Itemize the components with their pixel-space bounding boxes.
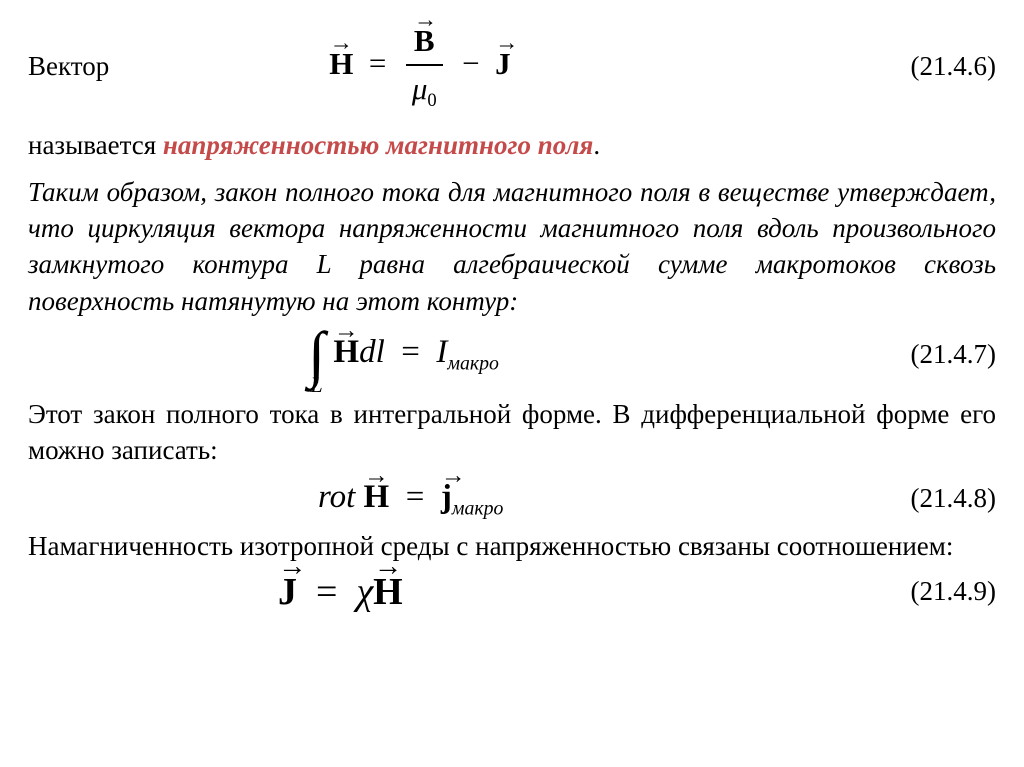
- term-magnetic-field-intensity: напряженностью магнитного поля: [163, 130, 593, 160]
- formula-h-def: →H = →B μ0 − →J: [329, 20, 510, 113]
- eqnum-3: (21.4.8): [911, 480, 996, 516]
- formula-j-chi-h: →J = χ→H: [278, 567, 403, 618]
- para-magnetization: Намагниченность изотропной среды с напря…: [28, 528, 996, 564]
- formula-circulation: ∫L →Hdl = Iмакро: [308, 323, 499, 386]
- line-named: называется напряженностью магнитного пол…: [28, 127, 996, 163]
- equation-row-3: rot →H = →jмакро (21.4.8): [28, 475, 996, 522]
- equation-row-4: →J = χ→H (21.4.9): [28, 567, 996, 618]
- equation-row-2: ∫L →Hdl = Iмакро (21.4.7): [28, 323, 996, 386]
- eqnum-1: (21.4.6): [911, 48, 996, 84]
- formula-rot-h: rot →H = →jмакро: [318, 475, 503, 522]
- theorem-paragraph: Таким образом, закон полного тока для ма…: [28, 174, 996, 320]
- eqnum-2: (21.4.7): [911, 336, 996, 372]
- eqnum-4: (21.4.9): [911, 573, 996, 609]
- equation-row-1: Вектор →H = →B μ0 − →J (21.4.6): [28, 20, 996, 113]
- text-vector: Вектор: [28, 48, 109, 84]
- para-integral-differential: Этот закон полного тока в интегральной ф…: [28, 396, 996, 469]
